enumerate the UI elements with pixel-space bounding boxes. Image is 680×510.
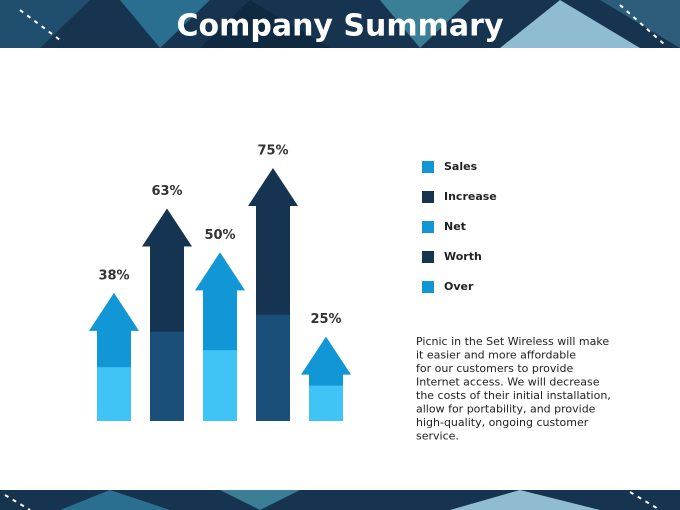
legend-swatch	[422, 281, 434, 293]
legend-label: Sales	[444, 160, 478, 173]
arrow-base	[203, 350, 237, 421]
legend-label: Net	[444, 220, 466, 233]
header-band	[0, 0, 680, 48]
description-line: Picnic in the Set Wireless will make	[416, 335, 609, 348]
description-line: the costs of their initial installation,	[416, 389, 611, 402]
value-label: 25%	[310, 312, 341, 327]
arrow-base	[309, 385, 343, 421]
description-line: for our customers to provide	[416, 362, 573, 375]
legend-swatch	[422, 251, 434, 263]
value-label: 38%	[98, 268, 129, 283]
description-line: high-quality, ongoing customer	[416, 416, 589, 429]
description-line: allow for portability, and provide	[416, 403, 596, 416]
legend-swatch	[422, 191, 434, 203]
legend-label: Worth	[444, 250, 482, 263]
description-line: it easier and more affordable	[416, 349, 576, 362]
chart-title: Company Summary	[176, 9, 503, 44]
legend-swatch	[422, 221, 434, 233]
value-label: 50%	[204, 228, 235, 243]
description-line: service.	[416, 430, 459, 443]
value-label: 63%	[151, 184, 182, 199]
arrow-base	[256, 314, 290, 421]
legend-swatch	[422, 161, 434, 173]
footer-band	[0, 490, 680, 510]
value-label: 75%	[257, 144, 288, 159]
legend-label: Over	[444, 280, 474, 293]
arrow-base	[97, 367, 131, 421]
legend-label: Increase	[444, 190, 497, 203]
description-line: Internet access. We will decrease	[416, 376, 600, 389]
arrow-base	[150, 331, 184, 421]
